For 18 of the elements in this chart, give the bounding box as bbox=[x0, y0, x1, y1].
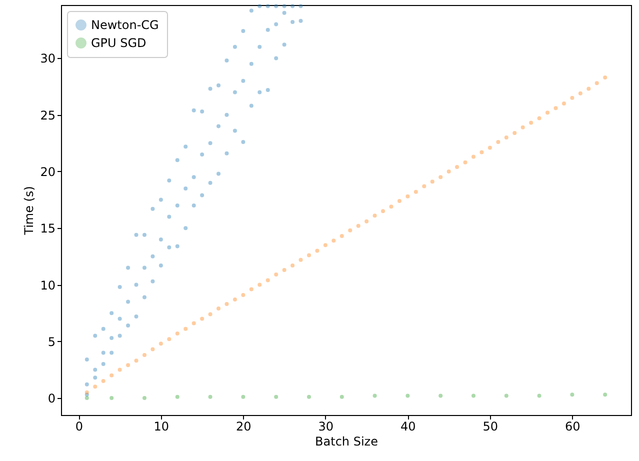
x-tick-label: 60 bbox=[565, 420, 580, 434]
y-tick-label: 15 bbox=[40, 222, 56, 236]
x-tick-label: 10 bbox=[154, 420, 170, 434]
y-tick-label: 30 bbox=[40, 52, 56, 66]
x-tick-label: 50 bbox=[482, 420, 498, 434]
y-tick-label: 20 bbox=[40, 164, 56, 179]
legend-label: GPU SGD bbox=[91, 36, 146, 50]
x-tick-label: 30 bbox=[318, 420, 334, 434]
y-tick-label: 25 bbox=[40, 108, 56, 122]
x-tick-label: 0 bbox=[75, 420, 84, 434]
x-tick-label: 40 bbox=[400, 420, 416, 434]
legend-label: Newton-CG bbox=[91, 18, 159, 32]
y-tick-label: 5 bbox=[48, 334, 56, 349]
y-tick-label: 10 bbox=[40, 278, 56, 292]
y-axis-title: Time (s) bbox=[22, 186, 36, 236]
x-axis-title: Batch Size bbox=[315, 434, 378, 448]
y-tick-label: 0 bbox=[48, 392, 56, 406]
x-tick-label: 20 bbox=[236, 420, 252, 434]
